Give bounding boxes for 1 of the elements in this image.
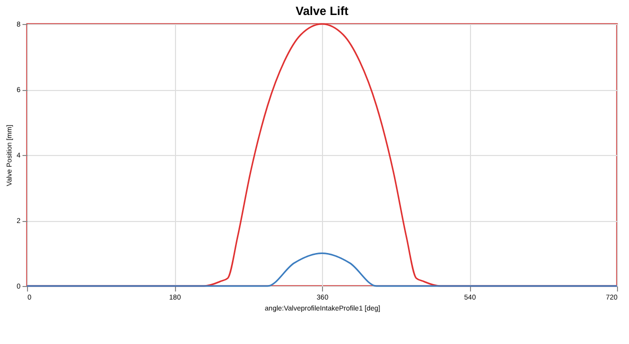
chart-title: Valve Lift: [296, 4, 348, 18]
